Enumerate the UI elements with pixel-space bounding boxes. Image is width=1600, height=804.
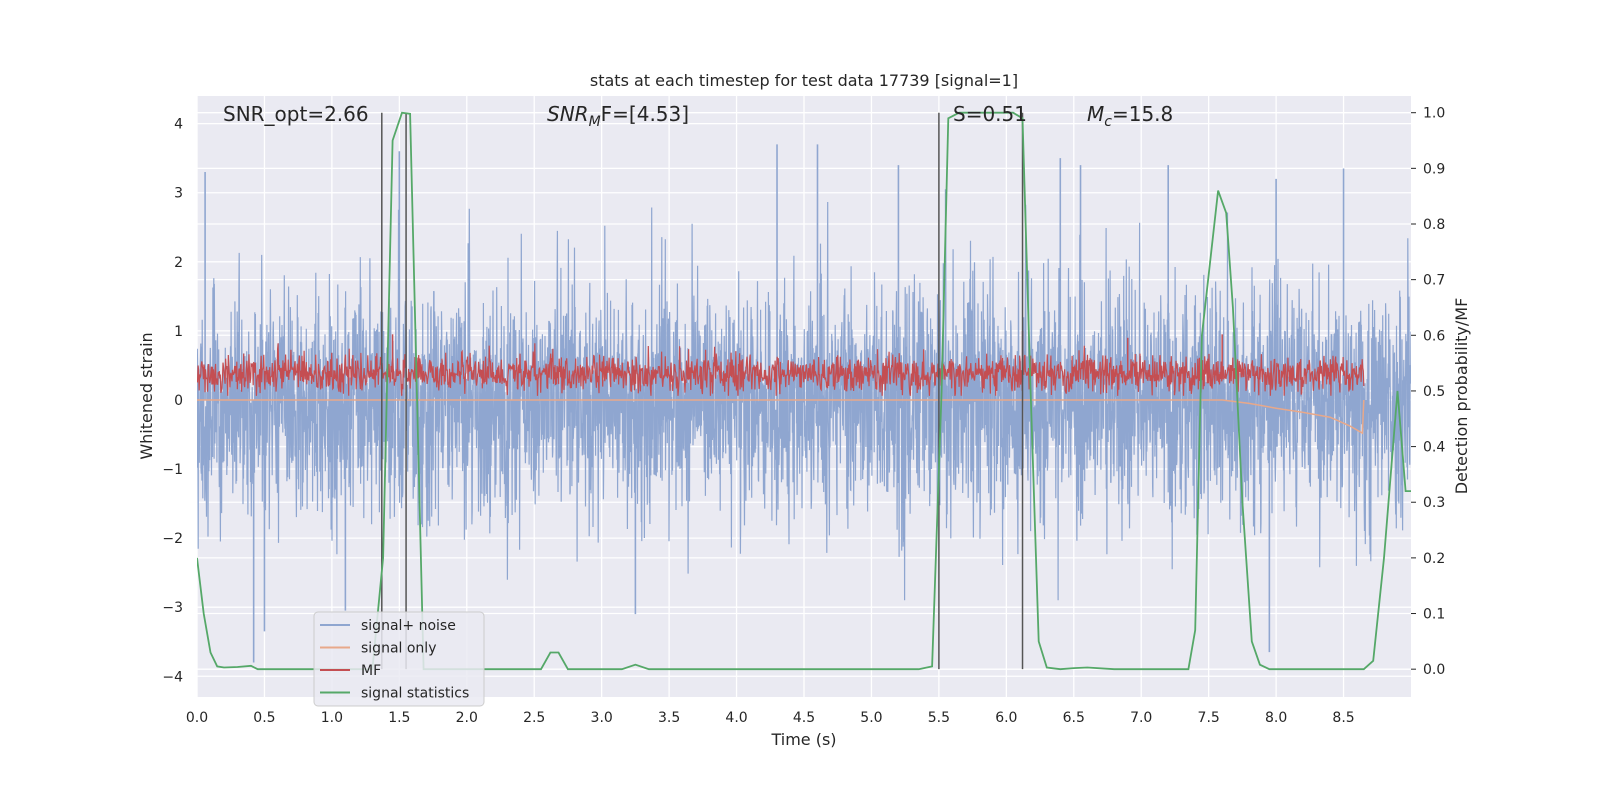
- axes: 0.0 0.5 1.0 1.5 2.0 2.5 3.0 3.5 4.0 4.5 5.0 5.5 6.0 6…: [162, 106, 1445, 726]
- y2-tick-label: 0.8: [1423, 217, 1445, 233]
- x-tick-label: 3.0: [591, 710, 613, 726]
- annotation-s-stat: S=0.51: [953, 102, 1027, 126]
- x-tick-label: 7.5: [1198, 710, 1220, 726]
- x-tick-label: 8.5: [1332, 710, 1354, 726]
- x-tick-label: 3.5: [658, 710, 680, 726]
- legend-label: signal only: [361, 641, 436, 657]
- y2-tick-label: 0.1: [1423, 607, 1445, 623]
- annotation-mc: Mc=15.8: [1087, 102, 1173, 130]
- legend-label: signal statistics: [361, 686, 469, 702]
- y2-tick-label: 0.2: [1423, 551, 1445, 567]
- annotation-snr-mf: SNRMF=[4.53]: [547, 102, 689, 130]
- series-signal-only-line: [197, 399, 1365, 435]
- x-tick-label: 2.0: [456, 710, 478, 726]
- legend-box: [313, 611, 485, 707]
- x-tick-label: 5.0: [860, 710, 882, 726]
- y-tick-label: 1: [174, 324, 183, 340]
- y-tick-label: 3: [174, 186, 183, 202]
- x-tick-label: 6.0: [995, 710, 1017, 726]
- series-signal-noise-line: [197, 201, 1411, 601]
- y2-tick-label: 0.3: [1423, 495, 1445, 511]
- x-axis-label: Time (s): [770, 730, 836, 749]
- annotation-snr-opt: SNR_opt=2.66: [223, 102, 369, 126]
- x-tick-label: 5.5: [928, 710, 950, 726]
- x-tick-label: 1.0: [321, 710, 343, 726]
- y2-tick-label: 0.7: [1423, 273, 1445, 289]
- y-tick-label: −4: [162, 669, 183, 685]
- series-mf-line: [197, 343, 1365, 396]
- x-tick-label: 6.5: [1063, 710, 1085, 726]
- y-axis-label: Whitened strain: [137, 332, 156, 459]
- y2-tick-label: 0.4: [1423, 440, 1445, 456]
- x-tick-label: 7.0: [1130, 710, 1152, 726]
- y2-tick-label: 1.0: [1423, 106, 1445, 122]
- legend-label: MF: [361, 663, 381, 679]
- y2-tick-label: 0.5: [1423, 384, 1445, 400]
- x-tick-label: 0.5: [253, 710, 275, 726]
- x-tick-label: 0.0: [186, 710, 208, 726]
- y-tick-label: 0: [174, 393, 183, 409]
- y2-axis-label: Detection probability/MF: [1452, 298, 1471, 495]
- y-tick-label: 4: [174, 117, 183, 133]
- legend-label: signal+ noise: [361, 618, 456, 634]
- x-tick-label: 1.5: [388, 710, 410, 726]
- y2-tick-label: 0.6: [1423, 328, 1445, 344]
- y2-tick-label: 0.9: [1423, 161, 1445, 177]
- y2-tick-label: 0.0: [1423, 662, 1445, 678]
- y-tick-label: 2: [174, 255, 183, 271]
- y-tick-label: −2: [162, 531, 183, 547]
- legend: signal+ noise signal only MF signal statist…: [313, 611, 485, 707]
- chart-title: stats at each timestep for test data 177…: [590, 71, 1018, 90]
- x-tick-label: 4.0: [725, 710, 747, 726]
- y-tick-label: −1: [162, 462, 183, 478]
- x-tick-label: 4.5: [793, 710, 815, 726]
- y-tick-label: −3: [162, 600, 183, 616]
- x-tick-label: 2.5: [523, 710, 545, 726]
- x-tick-label: 8.0: [1265, 710, 1287, 726]
